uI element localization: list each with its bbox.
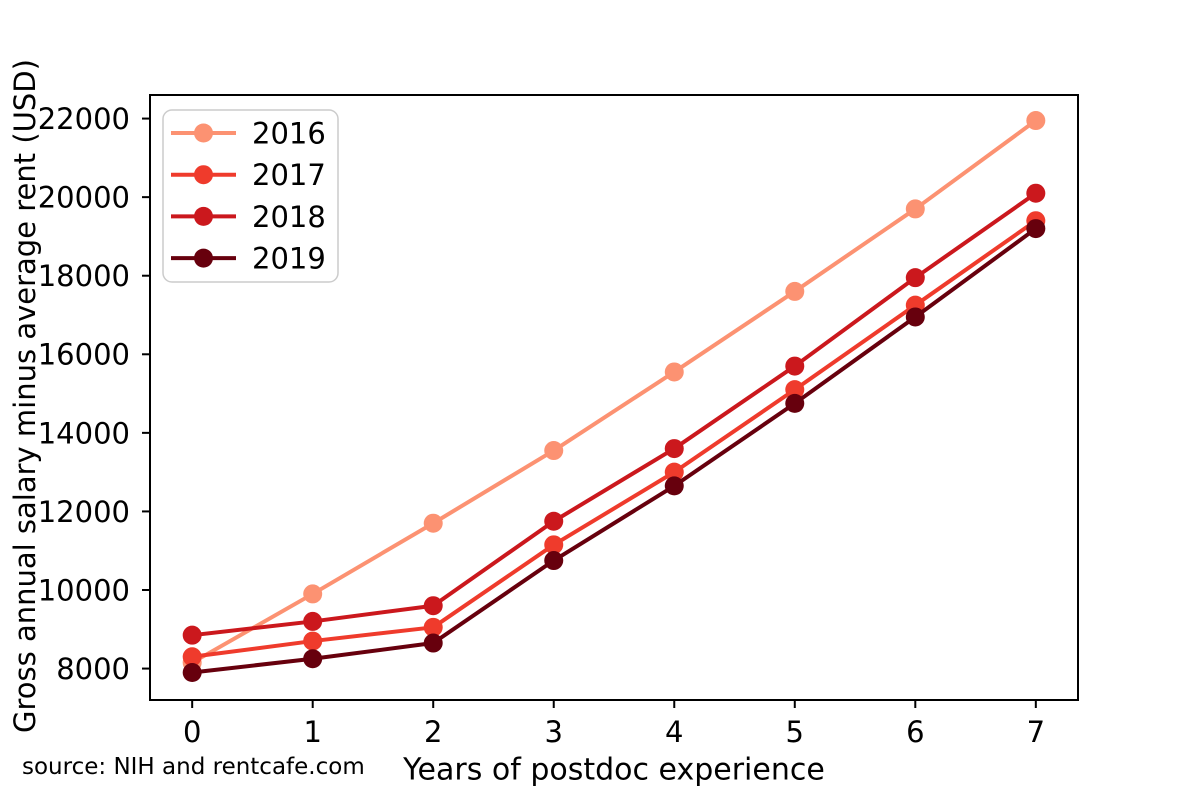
data-point-2018-yr6 — [905, 268, 925, 288]
x-tick-label: 3 — [545, 715, 563, 749]
data-point-2017-yr3 — [544, 535, 564, 555]
data-point-2019-yr5 — [785, 393, 805, 413]
x-axis-label: Years of postdoc experience — [403, 752, 825, 788]
series-line-2016 — [190, 118, 1038, 665]
data-point-2018-yr1 — [303, 611, 323, 631]
y-tick-label: 20000 — [38, 181, 130, 215]
y-tick-label: 12000 — [38, 495, 130, 529]
data-point-2016-yr1 — [303, 584, 323, 604]
y-tick-label: 16000 — [38, 338, 130, 372]
data-point-2017-yr4 — [664, 462, 684, 482]
data-point-2017-yr0 — [182, 647, 202, 667]
data-point-2018-yr3 — [544, 511, 564, 531]
data-point-2019-yr2 — [423, 633, 443, 653]
x-tick-label: 1 — [303, 715, 321, 749]
legend-marker-2019 — [194, 248, 213, 268]
data-point-2019-yr6 — [905, 307, 925, 327]
series-line-2019 — [190, 226, 1038, 675]
data-point-2018-yr5 — [785, 356, 805, 376]
data-point-2018-yr7 — [1026, 183, 1046, 203]
data-point-2019-yr0 — [182, 663, 202, 682]
data-point-2018-yr2 — [423, 596, 443, 616]
y-axis-label: Gross annual salary minus average rent (… — [8, 59, 42, 733]
data-point-2017-yr1 — [303, 631, 323, 651]
data-point-2016-yr2 — [423, 513, 443, 533]
y-tick-label: 18000 — [38, 259, 130, 293]
plot-frame — [149, 94, 1079, 701]
data-point-2017-yr2 — [423, 617, 443, 637]
data-point-2016-yr5 — [785, 281, 805, 301]
legend-label-2018: 2018 — [252, 200, 326, 234]
legend-marker-2017 — [194, 165, 213, 185]
x-tick-label: 6 — [906, 715, 924, 749]
data-point-2017-yr5 — [785, 380, 805, 400]
data-point-2016-yr3 — [544, 441, 564, 461]
data-point-2019-yr4 — [664, 476, 684, 496]
data-point-2019-yr7 — [1026, 219, 1046, 239]
legend-marker-2018 — [194, 206, 213, 226]
series-line-2017 — [190, 218, 1038, 659]
legend-label-2017: 2017 — [252, 158, 326, 192]
data-point-2016-yr4 — [664, 362, 684, 382]
legend-box — [162, 109, 339, 283]
x-tick-label: 4 — [665, 715, 683, 749]
data-point-2019-yr3 — [544, 551, 564, 571]
y-tick-label: 14000 — [38, 416, 130, 450]
legend-label-2019: 2019 — [252, 242, 326, 276]
y-tick-label: 22000 — [38, 102, 130, 136]
data-point-2016-yr6 — [905, 199, 925, 219]
source-note: source: NIH and rentcafe.com — [22, 754, 365, 780]
x-tick-label: 5 — [786, 715, 804, 749]
series-line-2018 — [190, 191, 1038, 638]
legend-marker-2016 — [194, 123, 213, 143]
x-tick-label: 2 — [424, 715, 442, 749]
data-point-2016-yr7 — [1026, 111, 1046, 131]
y-tick-label: 8000 — [56, 652, 130, 686]
data-point-2019-yr1 — [303, 649, 323, 669]
data-point-2018-yr4 — [664, 439, 684, 459]
x-tick-label: 0 — [183, 715, 201, 749]
y-tick-label: 10000 — [38, 573, 130, 607]
x-tick-label: 7 — [1027, 715, 1045, 749]
data-point-2018-yr0 — [182, 625, 202, 645]
legend-label-2016: 2016 — [252, 116, 326, 150]
